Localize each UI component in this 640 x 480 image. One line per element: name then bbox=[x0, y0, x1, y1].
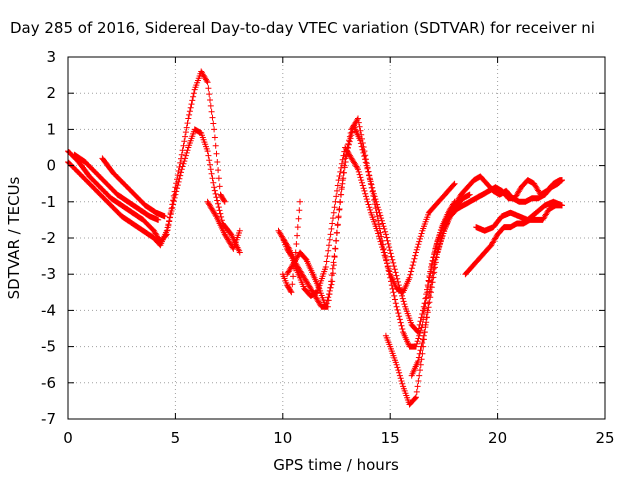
data-points-plus-markers bbox=[473, 198, 565, 234]
y-tick-label: -2 bbox=[41, 229, 56, 247]
data-points-plus-markers bbox=[204, 198, 243, 252]
data-points-plus-markers bbox=[284, 115, 458, 350]
data-points-plus-markers bbox=[408, 177, 565, 379]
x-tick-label: 5 bbox=[171, 429, 181, 447]
series-1 bbox=[65, 68, 228, 245]
series-13 bbox=[473, 198, 565, 234]
y-tick-label: -3 bbox=[41, 265, 56, 283]
series-9 bbox=[279, 198, 303, 296]
y-tick-label: -7 bbox=[41, 410, 56, 428]
data-points-plus-markers bbox=[65, 68, 228, 245]
x-tick-label: 15 bbox=[381, 429, 400, 447]
y-tick-label: 3 bbox=[46, 48, 56, 66]
y-axis-label: SDTVAR / TECUs bbox=[5, 176, 23, 299]
x-tick-label: 0 bbox=[63, 429, 73, 447]
y-tick-label: -5 bbox=[41, 338, 56, 356]
x-tick-label: 10 bbox=[273, 429, 292, 447]
series-11 bbox=[408, 177, 565, 379]
y-tick-label: 1 bbox=[46, 120, 56, 138]
chart-title: Day 285 of 2016, Sidereal Day-to-day VTE… bbox=[10, 19, 595, 37]
series-5 bbox=[204, 198, 243, 252]
y-tick-label: -6 bbox=[41, 374, 56, 392]
data-points-plus-markers bbox=[71, 151, 162, 223]
data-points bbox=[65, 68, 565, 408]
data-points-plus-markers bbox=[279, 198, 303, 296]
y-tick-label: -4 bbox=[41, 301, 56, 319]
series-6 bbox=[275, 144, 458, 299]
x-tick-label: 25 bbox=[595, 429, 614, 447]
x-axis-label: GPS time / hours bbox=[273, 456, 399, 474]
y-tick-label: -1 bbox=[41, 193, 56, 211]
y-tick-label: 0 bbox=[46, 157, 56, 175]
data-points-plus-markers bbox=[99, 155, 168, 220]
y-tick-label: 2 bbox=[46, 84, 56, 102]
data-points-plus-markers bbox=[275, 144, 458, 299]
series-8 bbox=[284, 115, 458, 350]
series-4 bbox=[99, 155, 168, 220]
x-tick-label: 20 bbox=[488, 429, 507, 447]
series-3 bbox=[71, 151, 162, 223]
